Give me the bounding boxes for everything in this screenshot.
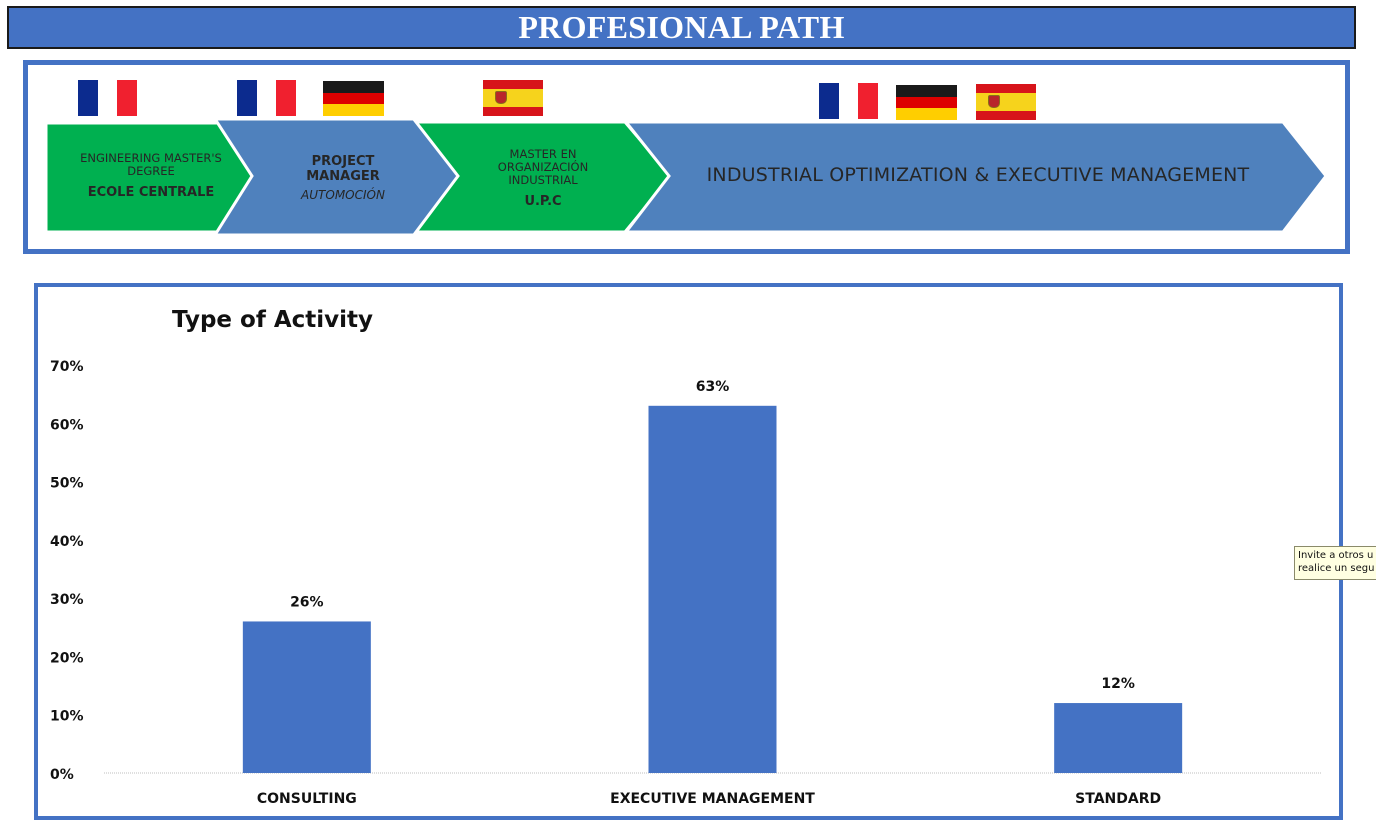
data-label: 12%: [1101, 676, 1135, 692]
y-tick-label: 30%: [50, 592, 84, 608]
path-step-1-line-2: DEGREE: [127, 164, 175, 178]
bar: [648, 405, 777, 773]
y-tick-label: 60%: [50, 417, 84, 433]
page-banner-title: PROFESIONAL PATH: [7, 6, 1356, 49]
comment-tooltip: Invite a otros u realice un segu: [1294, 546, 1376, 580]
path-step-3-name: U.P.C: [524, 193, 562, 209]
path-step-2-label: PROJECT MANAGER AUTOMOCIÓN: [268, 143, 418, 213]
france-flag-icon: [819, 83, 879, 119]
category-label: STANDARD: [1075, 791, 1161, 807]
germany-flag-icon: [896, 85, 957, 121]
path-step-4-name: INDUSTRIAL OPTIMIZATION & EXECUTIVE MANA…: [706, 164, 1250, 186]
y-tick-label: 50%: [50, 476, 84, 492]
professional-path-panel: ENGINEERING MASTER'S DEGREE ECOLE CENTRA…: [23, 60, 1350, 254]
y-tick-label: 40%: [50, 534, 84, 550]
bar: [1054, 703, 1183, 773]
spain-flag-icon: [483, 80, 543, 116]
tooltip-line-1: Invite a otros u: [1298, 550, 1374, 561]
y-tick-label: 10%: [50, 709, 84, 725]
path-step-1-line-1: ENGINEERING MASTER'S: [80, 151, 222, 165]
path-step-4-label: INDUSTRIAL OPTIMIZATION & EXECUTIVE MANA…: [678, 157, 1278, 193]
path-arrows: [44, 117, 1328, 237]
y-tick-label: 0%: [50, 767, 74, 783]
france-flag-icon: [78, 80, 138, 116]
y-tick-label: 70%: [50, 359, 84, 375]
category-label: EXECUTIVE MANAGEMENT: [610, 791, 815, 807]
path-step-1-label: ENGINEERING MASTER'S DEGREE ECOLE CENTRA…: [56, 141, 246, 211]
bar-chart: 0% 10% 20% 30% 40% 50% 60% 70% 26% CONSULTING 63% E…: [50, 359, 1321, 807]
france-flag-icon: [237, 80, 297, 116]
path-step-4-arrow: [622, 120, 1328, 234]
path-step-3-line-1: MASTER EN: [509, 146, 577, 161]
path-step-2-name: PROJECT MANAGER: [306, 153, 380, 184]
bar: [242, 621, 371, 773]
data-label: 63%: [696, 379, 730, 395]
y-tick-label: 20%: [50, 650, 84, 666]
path-step-2-arrow: [212, 117, 478, 237]
path-step-1-name: ECOLE CENTRALE: [87, 185, 215, 200]
germany-flag-icon: [323, 81, 384, 117]
path-step-3-label: MASTER EN ORGANIZACIÓN INDUSTRIAL U.P.C: [468, 135, 618, 221]
category-label: CONSULTING: [257, 791, 357, 807]
activity-chart-panel: Type of Activity 0% 10% 20% 30% 40% 50% 60% 70%…: [34, 283, 1343, 820]
path-step-3-line-3: INDUSTRIAL: [508, 172, 578, 187]
data-label: 26%: [290, 594, 324, 610]
path-step-3-line-2: ORGANIZACIÓN: [497, 159, 589, 174]
path-step-2-sub: AUTOMOCIÓN: [301, 187, 385, 202]
tooltip-line-2: realice un segu: [1298, 563, 1375, 574]
spain-flag-icon: [976, 84, 1036, 120]
chart-title: Type of Activity: [172, 307, 374, 333]
